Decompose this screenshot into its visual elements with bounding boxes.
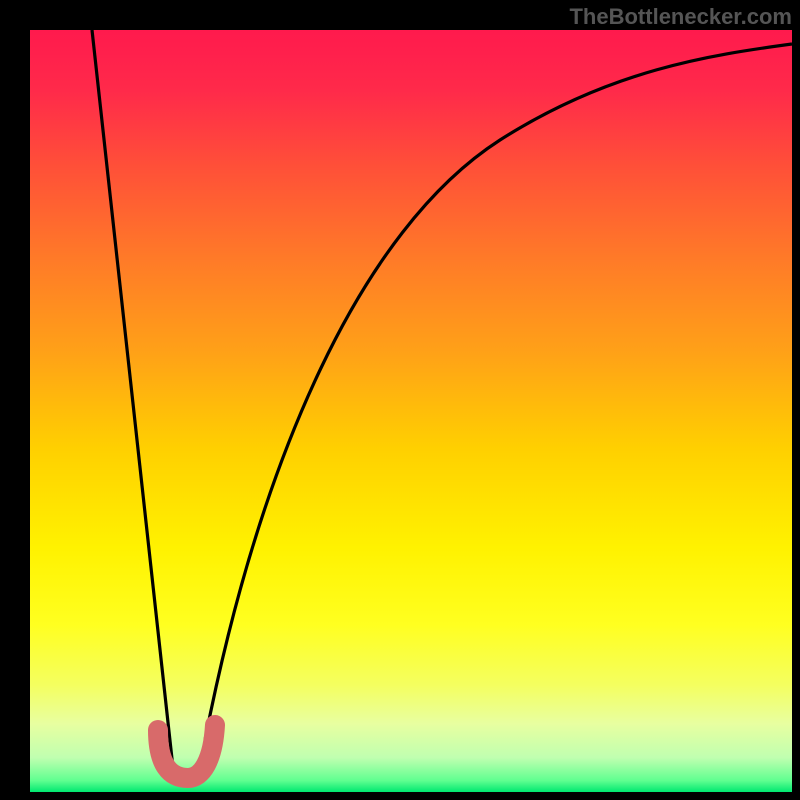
curves-layer <box>30 30 792 792</box>
black-curve-right <box>205 44 792 740</box>
watermark-text: TheBottlenecker.com <box>569 4 792 30</box>
chart-container: TheBottlenecker.com <box>0 0 800 800</box>
black-curve-left <box>92 30 173 768</box>
red-hook-marker <box>158 725 215 778</box>
plot-area <box>30 30 792 792</box>
